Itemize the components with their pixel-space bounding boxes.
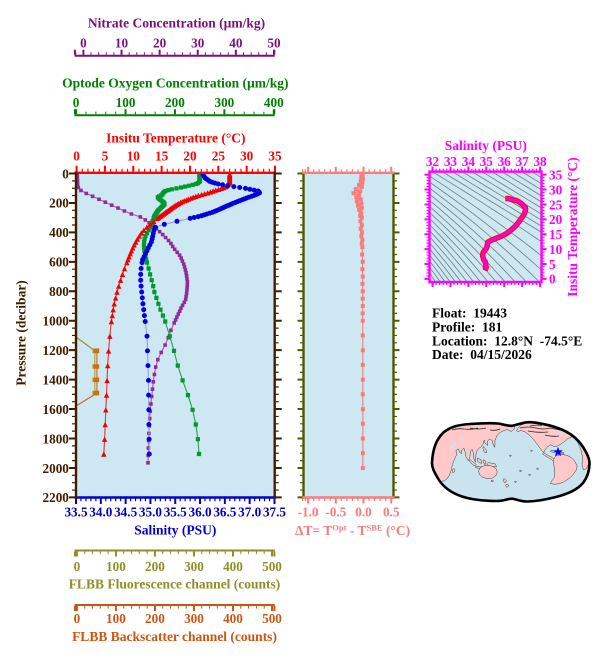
svg-text:35: 35: [480, 154, 494, 169]
svg-text:36: 36: [498, 154, 512, 169]
svg-text:FLBB Fluorescence channel (cou: FLBB Fluorescence channel (counts): [69, 577, 281, 592]
svg-text:400: 400: [49, 225, 69, 240]
svg-text:Insitu Temperature (°C): Insitu Temperature (°C): [106, 131, 245, 146]
svg-text:15: 15: [549, 227, 563, 242]
svg-text:-1.0: -1.0: [298, 505, 319, 520]
svg-text:1200: 1200: [43, 343, 70, 358]
svg-text:25: 25: [212, 149, 226, 164]
svg-text:35: 35: [549, 167, 563, 182]
svg-text:100: 100: [106, 559, 126, 574]
svg-text:34: 34: [462, 154, 476, 169]
svg-text:0: 0: [62, 166, 69, 181]
svg-text:5: 5: [549, 257, 556, 272]
svg-text:30: 30: [240, 149, 254, 164]
svg-text:34.5: 34.5: [114, 505, 137, 520]
svg-text:Date: 04/15/2026: Date: 04/15/2026: [432, 347, 532, 362]
svg-text:37.5: 37.5: [263, 505, 286, 520]
svg-text:1800: 1800: [43, 431, 70, 446]
svg-text:20: 20: [153, 36, 167, 51]
svg-text:0.0: 0.0: [355, 505, 372, 520]
svg-text:800: 800: [49, 284, 69, 299]
svg-text:Salinity (PSU): Salinity (PSU): [134, 523, 216, 538]
svg-text:300: 300: [184, 611, 204, 626]
svg-text:30: 30: [549, 182, 563, 197]
svg-text:1000: 1000: [43, 314, 70, 329]
svg-text:200: 200: [165, 95, 185, 110]
svg-text:Profile: 181: Profile: 181: [432, 319, 502, 334]
svg-text:37: 37: [516, 154, 530, 169]
svg-text:35.0: 35.0: [139, 505, 162, 520]
svg-text:20: 20: [549, 212, 563, 227]
svg-text:200: 200: [145, 559, 165, 574]
svg-text:30: 30: [191, 36, 205, 51]
svg-text:ΔT= TOpt - TSBE (°C): ΔT= TOpt - TSBE (°C): [295, 523, 410, 539]
svg-text:400: 400: [223, 611, 243, 626]
svg-text:36.5: 36.5: [213, 505, 236, 520]
svg-text:300: 300: [214, 95, 234, 110]
svg-text:0: 0: [74, 611, 81, 626]
svg-text:35.5: 35.5: [164, 505, 187, 520]
svg-text:50: 50: [267, 36, 281, 51]
svg-text:33.5: 33.5: [64, 505, 87, 520]
svg-text:Salinity (PSU): Salinity (PSU): [445, 138, 527, 153]
svg-text:0: 0: [80, 36, 87, 51]
svg-text:40: 40: [229, 36, 243, 51]
svg-text:2000: 2000: [43, 461, 70, 476]
svg-text:FLBB Backscatter channel (coun: FLBB Backscatter channel (counts): [72, 629, 277, 644]
svg-text:0: 0: [73, 95, 80, 110]
svg-text:-0.5: -0.5: [325, 505, 346, 520]
svg-text:400: 400: [264, 95, 284, 110]
svg-text:200: 200: [49, 196, 69, 211]
svg-text:10: 10: [127, 149, 141, 164]
svg-text:600: 600: [49, 255, 69, 270]
svg-text:15: 15: [155, 149, 169, 164]
svg-text:37.0: 37.0: [238, 505, 261, 520]
svg-text:Optode Oxygen Concentration (µ: Optode Oxygen Concentration (µm/kg): [62, 76, 288, 91]
svg-text:35: 35: [268, 149, 282, 164]
svg-text:500: 500: [262, 611, 282, 626]
svg-text:Pressure (decibar): Pressure (decibar): [14, 280, 29, 386]
svg-text:Nitrate Concentration (µm/kg): Nitrate Concentration (µm/kg): [88, 16, 265, 31]
svg-text:100: 100: [116, 95, 136, 110]
svg-text:0: 0: [73, 149, 80, 164]
svg-text:300: 300: [184, 559, 204, 574]
svg-text:10: 10: [549, 242, 563, 257]
svg-text:Location: 12.8°N -74.5°E: Location: 12.8°N -74.5°E: [432, 333, 582, 348]
svg-text:38: 38: [533, 154, 547, 169]
svg-text:Insitu Temperature (°C): Insitu Temperature (°C): [565, 157, 580, 296]
svg-text:0: 0: [549, 272, 556, 287]
svg-text:400: 400: [223, 559, 243, 574]
svg-text:33: 33: [444, 154, 458, 169]
svg-text:Float: 19443: Float: 19443: [432, 306, 507, 321]
svg-text:200: 200: [145, 611, 165, 626]
svg-text:5: 5: [102, 149, 109, 164]
svg-text:34.0: 34.0: [89, 505, 112, 520]
svg-text:1400: 1400: [43, 372, 70, 387]
svg-text:36.0: 36.0: [189, 505, 212, 520]
svg-text:1600: 1600: [43, 402, 70, 417]
svg-text:32: 32: [426, 154, 440, 169]
svg-text:2200: 2200: [43, 490, 70, 505]
svg-text:20: 20: [183, 149, 197, 164]
svg-text:25: 25: [549, 197, 563, 212]
svg-text:0: 0: [74, 559, 81, 574]
svg-text:100: 100: [106, 611, 126, 626]
svg-text:10: 10: [115, 36, 129, 51]
svg-text:500: 500: [262, 559, 282, 574]
svg-text:0.5: 0.5: [383, 505, 400, 520]
